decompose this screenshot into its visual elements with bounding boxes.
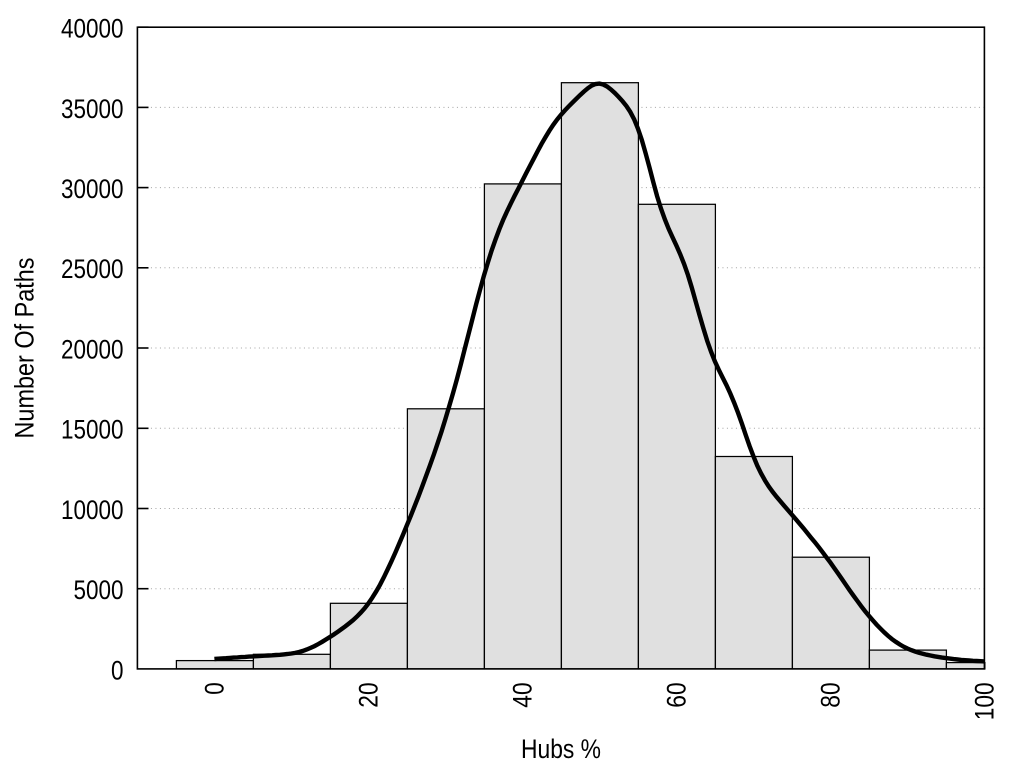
svg-text:60: 60 bbox=[662, 682, 692, 707]
svg-text:35000: 35000 bbox=[61, 94, 124, 124]
svg-text:15000: 15000 bbox=[61, 415, 124, 445]
svg-text:0: 0 bbox=[200, 682, 230, 695]
svg-text:0: 0 bbox=[111, 655, 124, 685]
svg-text:100: 100 bbox=[970, 682, 1000, 720]
svg-text:5000: 5000 bbox=[74, 575, 124, 605]
svg-text:80: 80 bbox=[816, 682, 846, 707]
svg-text:Number Of Paths: Number Of Paths bbox=[10, 258, 40, 439]
svg-text:20: 20 bbox=[354, 682, 384, 707]
svg-text:40000: 40000 bbox=[61, 14, 124, 44]
svg-text:Hubs %: Hubs % bbox=[521, 734, 601, 764]
svg-text:10000: 10000 bbox=[61, 495, 124, 525]
svg-text:25000: 25000 bbox=[61, 254, 124, 284]
svg-text:40: 40 bbox=[508, 682, 538, 707]
svg-text:30000: 30000 bbox=[61, 174, 124, 204]
svg-text:20000: 20000 bbox=[61, 334, 124, 364]
